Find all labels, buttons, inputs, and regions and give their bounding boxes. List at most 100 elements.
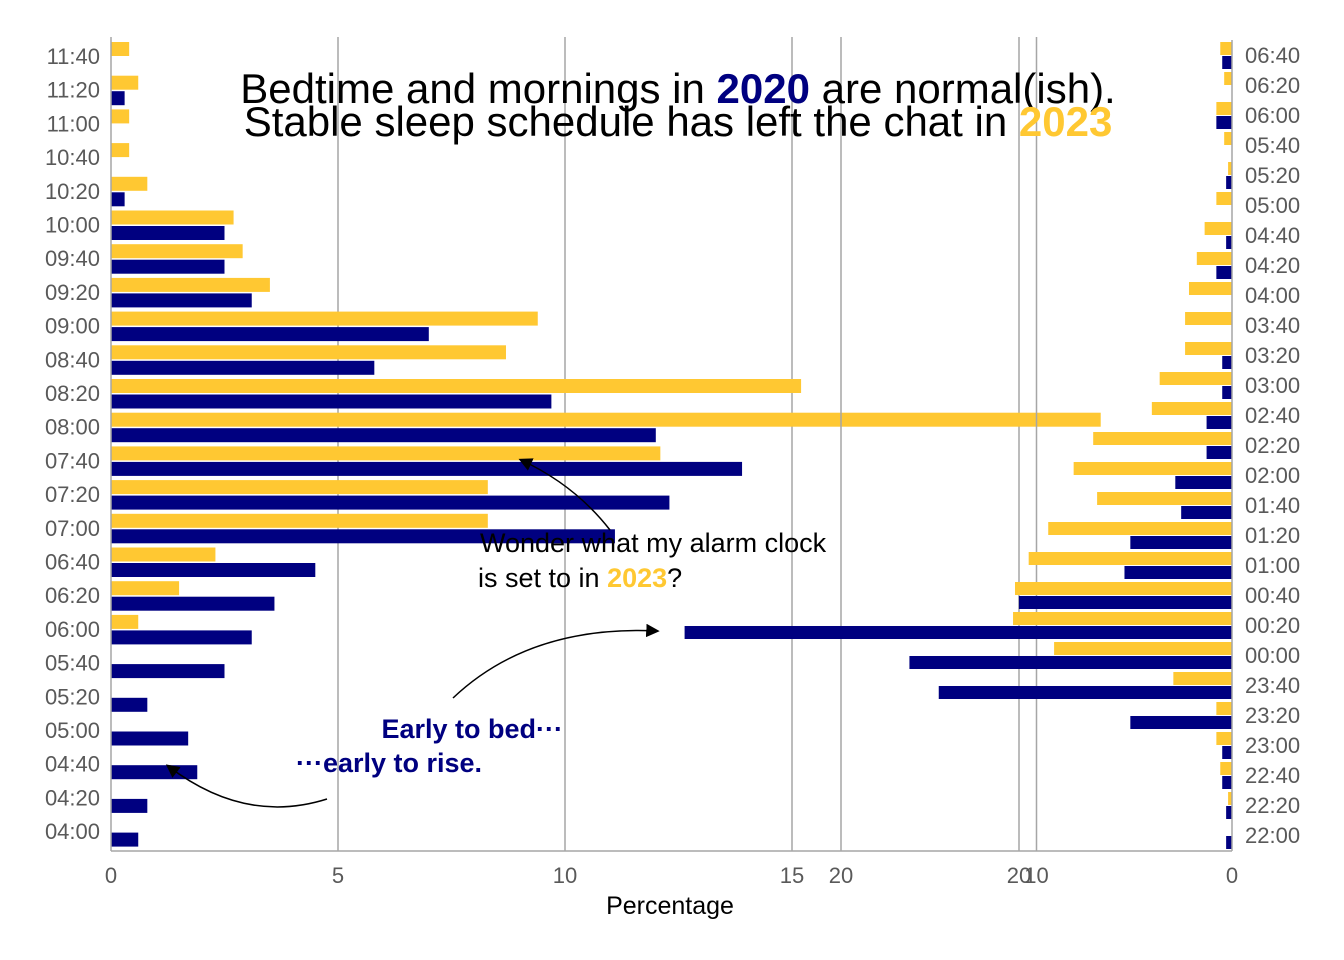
title-line-1-start: Bedtime and mornings in [240, 65, 716, 112]
title-year-2020: 2020 [717, 65, 810, 112]
left-y-tick-1100: 11:00 [47, 111, 100, 136]
bar-mornings-2023-0820 [111, 379, 802, 393]
bar-bedtimes-2023-0400 [1188, 282, 1232, 295]
bar-bedtimes-2023-0520 [1228, 162, 1232, 175]
left-y-tick-1040: 10:40 [45, 145, 100, 170]
bar-mornings-2023-1140 [111, 42, 130, 56]
bar-mornings-2023-0740 [111, 446, 661, 461]
bar-bedtimes-2023-2300 [1216, 732, 1232, 745]
bar-bedtimes-2023-0620 [1224, 72, 1232, 85]
bar-bedtimes-2020-0220 [1206, 446, 1232, 459]
title-line-2-start: Stable sleep schedule has left the chat … [244, 98, 1019, 145]
right-y-tick-2220: 22:20 [1245, 793, 1300, 818]
bar-mornings-2020-0720 [111, 495, 670, 510]
bar-mornings-2023-0900 [111, 311, 538, 326]
bar-bedtimes-2023-0300 [1159, 372, 1232, 385]
bar-bedtimes-2023-0100 [1028, 552, 1232, 565]
right-gridlines [840, 37, 1038, 851]
bar-bedtimes-2023-2220 [1228, 792, 1232, 805]
bar-bedtimes-2020-0600 [1216, 116, 1232, 129]
bar-bedtimes-2020-2300 [1222, 746, 1232, 759]
right-y-tick-0520: 05:20 [1245, 163, 1300, 188]
left-y-tick-1120: 11:20 [47, 78, 100, 103]
bar-bedtimes-2023-2320 [1216, 702, 1232, 715]
right-y-tick-0420: 04:20 [1245, 253, 1300, 278]
title-line-2: Stable sleep schedule has left the chat … [244, 98, 1113, 145]
right-y-tick-0440: 04:40 [1245, 223, 1300, 248]
bar-mornings-2023-0940 [111, 244, 243, 259]
right-y-tick-2200: 22:00 [1245, 823, 1300, 848]
bar-mornings-2023-1020 [111, 176, 148, 191]
bar-bedtimes-2020-2320 [1130, 716, 1232, 729]
right-y-tick-0640: 06:40 [1245, 43, 1300, 68]
title-line-1-end: are normal(ish). [810, 65, 1116, 112]
right-y-tick-2320: 23:20 [1245, 703, 1300, 728]
chart-title: Bedtime and mornings in 2020 are normal(… [240, 65, 1115, 145]
right-y-tick-0620: 06:20 [1245, 73, 1300, 98]
left-y-tick-0640: 06:40 [45, 550, 100, 575]
bar-mornings-2020-0420 [111, 798, 148, 813]
right-y-tick-0400: 04:00 [1245, 283, 1300, 308]
bar-mornings-2023-1100 [111, 109, 130, 124]
bar-bedtimes-2023-0540 [1224, 132, 1232, 145]
right-y-tick-0040: 00:40 [1245, 583, 1300, 608]
bar-bedtimes-2020-0420 [1216, 266, 1232, 279]
bar-bedtimes-2023-2340 [1173, 672, 1232, 685]
right-y-tick-0340: 03:40 [1245, 313, 1300, 338]
left-x-tick-labels: 0 5 10 15 20 [105, 863, 1031, 888]
arrow-to-0740 [518, 458, 611, 531]
right-y-tick-0600: 06:00 [1245, 103, 1300, 128]
bar-bedtimes-2023-0420 [1196, 252, 1232, 265]
bar-bedtimes-2020-2340 [938, 686, 1232, 699]
right-y-tick-0320: 03:20 [1245, 343, 1300, 368]
bar-bedtimes-2023-0600 [1216, 102, 1232, 115]
bar-bedtimes-2023-2240 [1220, 762, 1232, 775]
right-y-tick-labels: 22:00 22:20 22:40 23:00 23:20 23:40 00:00 00:20… [1245, 43, 1300, 848]
left-x-tick-15: 15 [780, 863, 804, 888]
bar-bedtimes-2020-0140 [1181, 506, 1232, 519]
bar-bedtimes-2020-2240 [1222, 776, 1232, 789]
left-x-tick-10: 10 [553, 863, 577, 888]
left-y-tick-0920: 09:20 [45, 280, 100, 305]
bar-bedtimes-2023-0220 [1093, 432, 1232, 445]
bar-mornings-2020-0940 [111, 259, 225, 274]
bar-bedtimes-2020-0300 [1222, 386, 1232, 399]
bar-bedtimes-2023-0020 [1013, 612, 1232, 625]
bar-mornings-2023-1120 [111, 75, 139, 90]
left-y-tick-0800: 08:00 [45, 415, 100, 440]
left-y-tick-0740: 07:40 [45, 448, 100, 473]
bar-bedtimes-2020-0440 [1226, 236, 1232, 249]
right-y-tick-2300: 23:00 [1245, 733, 1300, 758]
bar-mornings-2023-0920 [111, 277, 270, 292]
bar-mornings-2020-1120 [111, 91, 125, 106]
right-y-tick-0220: 02:20 [1245, 433, 1300, 458]
bar-mornings-2020-0920 [111, 293, 252, 308]
right-y-tick-2240: 22:40 [1245, 763, 1300, 788]
bar-bedtimes-2023-0440 [1204, 222, 1232, 235]
left-y-tick-0720: 07:20 [45, 482, 100, 507]
right-y-tick-0300: 03:00 [1245, 373, 1300, 398]
right-y-tick-0120: 01:20 [1245, 523, 1300, 548]
bar-mornings-2023-0840 [111, 345, 506, 360]
title-line-1: Bedtime and mornings in 2020 are normal(… [240, 65, 1115, 112]
right-x-tick-10: 10 [1024, 863, 1048, 888]
right-x-tick-20: 20 [829, 863, 853, 888]
left-y-tick-1140: 11:40 [47, 44, 100, 69]
left-y-tick-0900: 09:00 [45, 314, 100, 339]
early-annotation: Early to bed··· ···early to rise. [165, 714, 563, 808]
right-y-tick-0140: 01:40 [1245, 493, 1300, 518]
right-y-tick-0540: 05:40 [1245, 133, 1300, 158]
bar-bedtimes-2020-0040 [1018, 596, 1232, 609]
bar-bedtimes-2020-0100 [1124, 566, 1232, 579]
bar-mornings-2020-0840 [111, 360, 375, 375]
bar-mornings-2023-1040 [111, 143, 130, 158]
left-y-tick-1000: 10:00 [45, 213, 100, 238]
bar-bedtimes-2020-0240 [1206, 416, 1232, 429]
bar-mornings-2023-0640 [111, 547, 216, 562]
left-y-tick-0520: 05:20 [45, 684, 100, 709]
left-y-tick-1020: 10:20 [45, 179, 100, 204]
right-bars [684, 42, 1232, 849]
bar-bedtimes-2023-0000 [1054, 642, 1232, 655]
bar-bedtimes-2023-0200 [1073, 462, 1232, 475]
left-y-tick-0600: 06:00 [45, 617, 100, 642]
